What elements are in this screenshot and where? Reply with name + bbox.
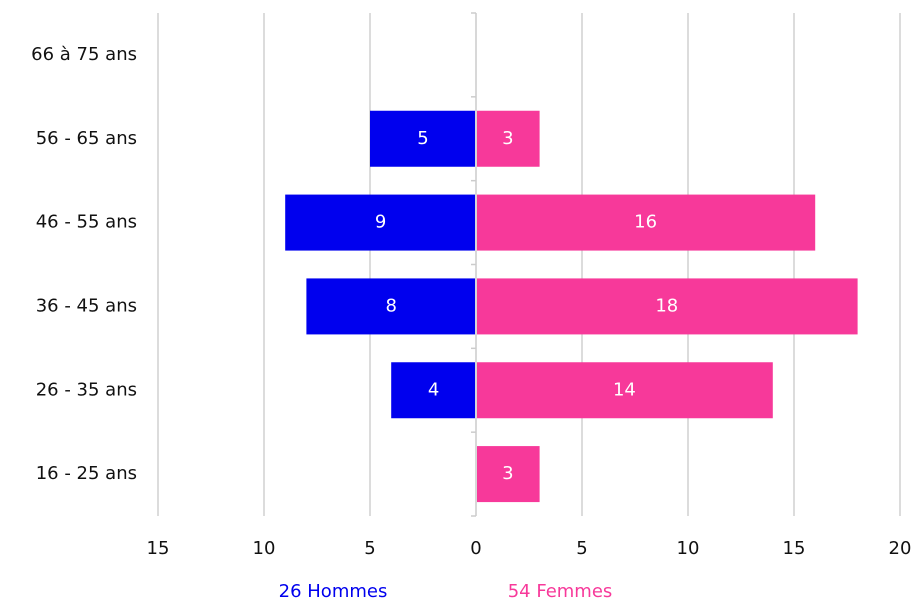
bar-label: 14 — [613, 379, 636, 400]
legend-entry: 26 Hommes — [279, 581, 388, 602]
x-tick-label: 15 — [783, 538, 806, 559]
bar-label: 4 — [428, 379, 439, 400]
category-label: 56 - 65 ans — [36, 128, 137, 149]
x-tick-label: 5 — [576, 538, 587, 559]
category-label: 16 - 25 ans — [36, 463, 137, 484]
x-tick-label: 5 — [364, 538, 375, 559]
bar — [285, 194, 475, 251]
bar-label: 18 — [655, 295, 678, 316]
category-label: 66 à 75 ans — [31, 44, 137, 65]
bar-label: 3 — [502, 128, 513, 149]
bar — [391, 362, 475, 419]
category-label: 36 - 45 ans — [36, 295, 137, 316]
x-tick-label: 15 — [147, 538, 170, 559]
legend-entry: 54 Femmes — [508, 581, 613, 602]
category-label: 46 - 55 ans — [36, 212, 137, 233]
bar-label: 8 — [385, 295, 396, 316]
bar — [306, 278, 475, 335]
bar — [477, 278, 858, 335]
bar-label: 16 — [634, 212, 657, 233]
x-tick-label: 0 — [470, 538, 481, 559]
bar — [370, 110, 475, 167]
category-label: 26 - 35 ans — [36, 379, 137, 400]
x-tick-label: 10 — [677, 538, 700, 559]
x-tick-label: 10 — [253, 538, 276, 559]
bar — [477, 194, 816, 251]
bar — [477, 110, 540, 167]
x-tick-label: 20 — [889, 538, 912, 559]
bar-label: 3 — [502, 463, 513, 484]
bar-label: 9 — [375, 212, 386, 233]
bar — [477, 362, 773, 419]
bar-label: 5 — [417, 128, 428, 149]
bar — [477, 446, 540, 503]
